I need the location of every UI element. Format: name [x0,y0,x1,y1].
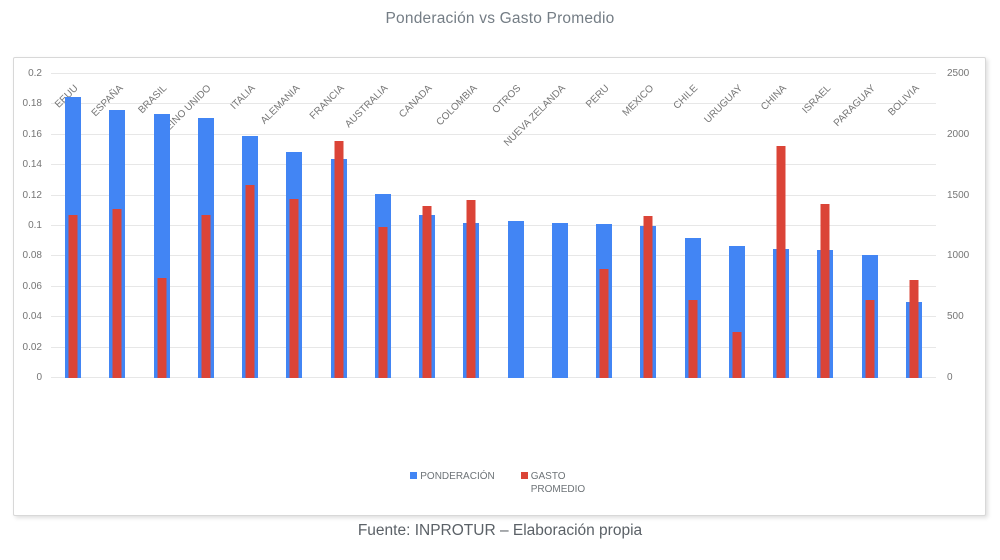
legend-label-ponderacion: PONDERACIÓN [420,471,495,482]
category-slot-bolivia: BOLIVIA [886,74,936,378]
left-axis-tick: 0.08 [22,250,42,262]
bar-gasto-promedio [289,198,299,378]
bar-gasto-promedio [157,277,167,378]
gridline [51,73,936,74]
bar-gasto-promedio [466,199,476,378]
category-slot-china: CHINA [759,74,803,378]
gridline [51,346,936,348]
right-axis-tick: 2500 [947,68,970,79]
category-slot-australia: AUSTRALIA [344,74,405,378]
left-axis-tick: 0.02 [22,341,42,353]
left-axis-tick: 0.18 [22,98,42,110]
bar-gasto-promedio [688,300,698,378]
bar-gasto-promedio [732,331,742,378]
legend-label-gasto: GASTO PROMEDIO [530,471,586,495]
bar-gasto-promedio [909,279,919,378]
gridline [51,225,936,226]
left-axis-tick: 0.12 [22,189,42,201]
gridline [51,164,936,166]
left-axis-tick: 0.14 [22,159,42,171]
bar-gasto-promedio [820,204,830,378]
gridline [51,377,936,378]
x-axis-label: ISRAEL [800,83,834,116]
legend: PONDERACIÓN GASTO PROMEDIO [14,470,985,496]
right-axis-tick: 2000 [947,128,970,140]
plot-area: 0 0.02 0.04 0.06 0.08 0.1 0.12 0.14 0.16 0.18 0.2 0… [23,69,970,383]
left-axis-tick: 0.2 [28,68,42,79]
bar-gasto-promedio [334,140,344,378]
right-axis-tick: 1500 [947,189,970,201]
category-slot-reino-unido: REINO UNIDO [159,74,228,378]
left-axis-tick: 0.04 [22,311,42,323]
gridline [51,316,936,318]
category-slot-canada: CANADA [398,74,449,378]
category-slot-israel: ISRAEL [800,74,847,378]
bar-gasto-promedio [865,299,875,378]
category-slot-colombia: COLOMBIA [434,74,493,378]
left-axis-tick: 0.06 [22,280,42,292]
x-axis-label: OTROS [490,83,524,116]
bar-gasto-promedio [201,215,211,378]
right-axis-tick: 1000 [947,250,970,262]
category-slot-alemania: ALEMANIA [259,74,316,378]
category-slot-paraguay: PARAGUAY [831,74,892,378]
category-slot-españa: ESPAÑA [89,74,139,378]
bar-gasto-promedio [643,216,653,378]
category-slot-eeuu: EEUU [51,74,95,378]
category-slot-francia: FRANCIA [308,74,361,378]
category-slot-nueva-zelanda: NUEVA ZELANDA [502,74,582,378]
x-axis-label: MEXICO [620,83,657,119]
chart-card: 0 0.02 0.04 0.06 0.08 0.1 0.12 0.14 0.16 0.18 0.2 0… [13,57,986,516]
bar-gasto-promedio [599,269,609,378]
x-axis-label: BRASIL [136,83,170,116]
x-axis-label: CHILE [671,83,701,112]
bar-gasto-promedio [112,208,122,378]
gridline [51,103,936,105]
category-slot-mexico: MEXICO [620,74,670,378]
bar-gasto-promedio [68,215,78,378]
bar-gasto-promedio [245,184,255,378]
gridline [51,255,936,257]
chart-title: Ponderación vs Gasto Promedio [385,10,615,27]
gridline [51,133,936,135]
gridline [51,194,936,196]
x-axis-label: ITALIA [229,83,258,112]
category-slot-peru: PERU [582,74,626,378]
right-axis-tick: 0 [947,372,953,383]
source-caption: Fuente: INPROTUR – Elaboración propia [357,522,643,539]
left-axis-tick: 0.16 [22,128,42,140]
category-slot-otros: OTROS [490,74,538,378]
bar-ponderacion [507,221,524,378]
gridline [51,285,936,287]
legend-item-ponderacion: PONDERACIÓN [410,470,495,483]
bars-container: EEUUESPAÑABRASILREINO UNIDOITALIAALEMANI… [51,74,936,378]
legend-item-gasto: GASTO PROMEDIO [520,470,589,496]
x-axis-label: CHINA [759,83,789,113]
category-slot-brasil: BRASIL [136,74,184,378]
bar-gasto-promedio [378,227,388,378]
category-slot-italia: ITALIA [228,74,272,378]
category-slot-uruguay: URUGUAY [702,74,759,378]
category-slot-chile: CHILE [671,74,715,378]
right-axis-tick: 500 [947,311,964,323]
bar-ponderacion [551,222,568,378]
x-axis-label: BOLIVIA [886,83,922,119]
left-axis-tick: 0 [36,372,42,383]
left-axis-tick: 0.1 [28,220,42,231]
gasto-swatch-icon [520,472,528,479]
bar-gasto-promedio [422,205,432,378]
ponderacion-swatch-icon [410,472,418,479]
bar-gasto-promedio [776,145,786,378]
x-axis-label: PERU [584,83,612,111]
